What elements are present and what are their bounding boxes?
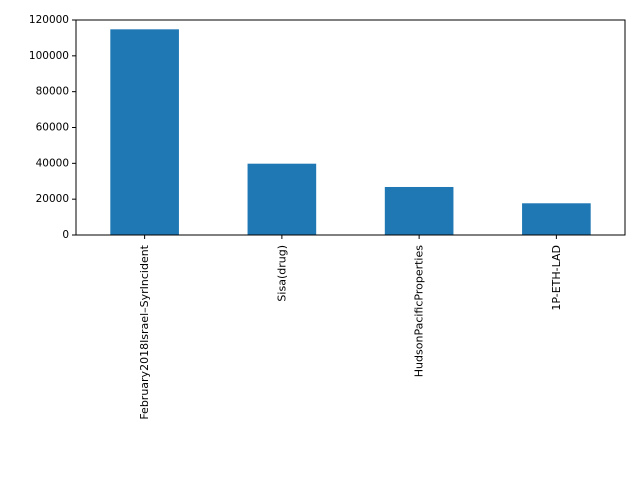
y-axis: 0 20000 40000 60000 80000 100000 120000: [29, 14, 76, 241]
plot-frame: [75, 19, 626, 236]
y-tick-label: 120000: [29, 14, 69, 26]
bar: [384, 186, 454, 235]
x-tick-label: Sisa(drug): [275, 245, 288, 302]
x-tick-label: February2018Israel–SyrIncident: [138, 244, 151, 419]
y-tick-label: 100000: [29, 50, 69, 62]
y-tick-label: 0: [62, 229, 69, 241]
y-tick-label: 80000: [36, 86, 69, 98]
bar: [247, 163, 317, 235]
y-tick-label: 20000: [36, 193, 69, 205]
y-tick-label: 40000: [36, 157, 69, 169]
bars-group: [110, 29, 591, 235]
y-tick-label: 60000: [36, 122, 69, 134]
bar: [522, 203, 591, 235]
bar: [110, 29, 179, 235]
x-tick-label: HudsonPacificProperties: [413, 245, 426, 377]
x-axis: February2018Israel–SyrIncident Sisa(drug)…: [138, 235, 563, 420]
x-tick-label: 1P-ETH-LAD: [550, 245, 563, 311]
